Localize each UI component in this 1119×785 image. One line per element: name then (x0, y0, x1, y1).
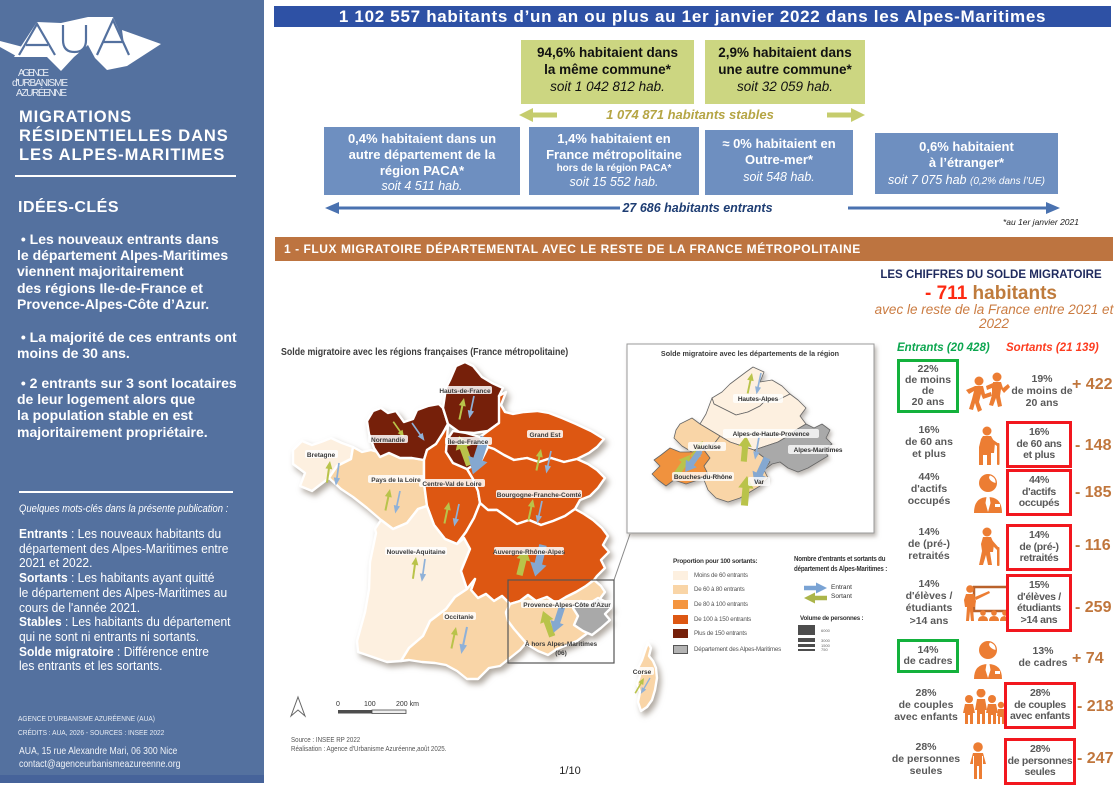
svg-text:Grand Est: Grand Est (529, 432, 561, 439)
svg-text:Alpes-Maritimes: Alpes-Maritimes (794, 447, 843, 454)
svg-text:À hors Alpes-Maritimes: À hors Alpes-Maritimes (525, 639, 598, 648)
svg-text:AGENCE: AGENCE (18, 68, 49, 79)
svg-text:d'URBANISME: d'URBANISME (12, 78, 68, 89)
svg-text:Bretagne: Bretagne (307, 452, 336, 459)
svg-text:100: 100 (364, 701, 376, 708)
svg-text:Auvergne-Rhône-Alpes: Auvergne-Rhône-Alpes (493, 549, 566, 556)
svg-text:0: 0 (336, 701, 340, 708)
svg-text:Île-de-France: Île-de-France (447, 437, 489, 446)
svg-text:Centre-Val de Loire: Centre-Val de Loire (422, 481, 482, 488)
svg-text:200 km: 200 km (396, 701, 419, 708)
svg-text:Nouvelle-Aquitaine: Nouvelle-Aquitaine (387, 549, 446, 556)
svg-text:Alpes-de-Haute-Provence: Alpes-de-Haute-Provence (733, 431, 810, 438)
svg-text:Hautes-Alpes: Hautes-Alpes (738, 396, 779, 403)
svg-text:Pays de la Loire: Pays de la Loire (371, 477, 421, 484)
svg-text:Occitanie: Occitanie (444, 614, 474, 621)
svg-text:AZURÉENNE: AZURÉENNE (16, 86, 67, 99)
svg-text:Var: Var (754, 479, 764, 486)
svg-text:Normandie: Normandie (371, 437, 405, 444)
svg-text:Bouches-du-Rhône: Bouches-du-Rhône (674, 474, 733, 481)
svg-text:Hauts-de-France: Hauts-de-France (439, 388, 491, 395)
svg-text:(06): (06) (555, 650, 567, 657)
svg-text:Bourgogne-Franche-Comté: Bourgogne-Franche-Comté (497, 492, 582, 499)
svg-text:Provence-Alpes-Côte d'Azur: Provence-Alpes-Côte d'Azur (523, 602, 611, 609)
svg-text:Vaucluse: Vaucluse (693, 444, 721, 451)
svg-text:Solde migratoire avec les dépa: Solde migratoire avec les départements d… (661, 349, 839, 358)
svg-text:Corse: Corse (633, 669, 652, 676)
